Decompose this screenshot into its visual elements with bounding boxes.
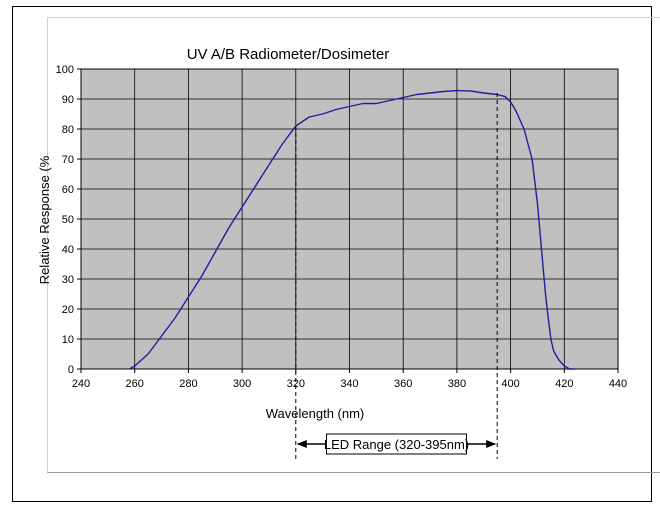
led-range-annotation: LED Range (320-395nm) (295, 93, 498, 459)
y-tick-label: 20 (62, 304, 74, 316)
chart-area (47, 17, 660, 473)
y-tick-label: 60 (62, 184, 74, 196)
y-tick-labels: 0 10 20 30 40 50 60 70 80 90 100 (56, 64, 74, 376)
y-tick-label: 80 (62, 124, 74, 136)
chart-title: UV A/B Radiometer/Dosimeter (187, 46, 390, 63)
y-tick-label: 70 (62, 154, 74, 166)
y-tick-label: 10 (62, 334, 74, 346)
grid (77, 68, 619, 373)
y-tick-label: 30 (62, 274, 74, 286)
right-arrowhead-icon (486, 440, 497, 448)
x-tick-label: 280 (179, 378, 197, 390)
led-range-label-box (325, 433, 467, 455)
y-tick-label: 0 (68, 364, 74, 376)
led-range-label: LED Range (320-395nm) (324, 437, 469, 452)
x-tick-label: 340 (340, 378, 358, 390)
chart-frame: UV A/B Radiometer/Dosimeter 0 10 20 30 40 50 6… (12, 6, 660, 502)
series-line (128, 89, 575, 370)
x-tick-label: 380 (448, 378, 466, 390)
series-layer (128, 89, 575, 370)
y-tick-label: 90 (62, 94, 74, 106)
y-axis-label: Relative Response (% (37, 155, 52, 284)
x-tick-label: 420 (555, 378, 573, 390)
y-tick-label: 100 (56, 64, 74, 76)
x-tick-labels: 240 260 280 300 320 340 360 380 400 420 440 (72, 378, 627, 390)
x-tick-label: 240 (72, 378, 90, 390)
chart-svg: UV A/B Radiometer/Dosimeter 0 10 20 30 40 50 6… (37, 46, 627, 459)
x-tick-label: 360 (394, 378, 412, 390)
x-tick-label: 260 (126, 378, 144, 390)
x-tick-label: 300 (233, 378, 251, 390)
x-tick-label: 440 (609, 378, 627, 390)
left-arrowhead-icon (296, 440, 307, 448)
y-tick-label: 50 (62, 214, 74, 226)
x-tick-label: 400 (501, 378, 519, 390)
x-axis-label: Wavelength (nm) (266, 406, 365, 421)
x-tick-label: 320 (287, 378, 305, 390)
y-tick-label: 40 (62, 244, 74, 256)
